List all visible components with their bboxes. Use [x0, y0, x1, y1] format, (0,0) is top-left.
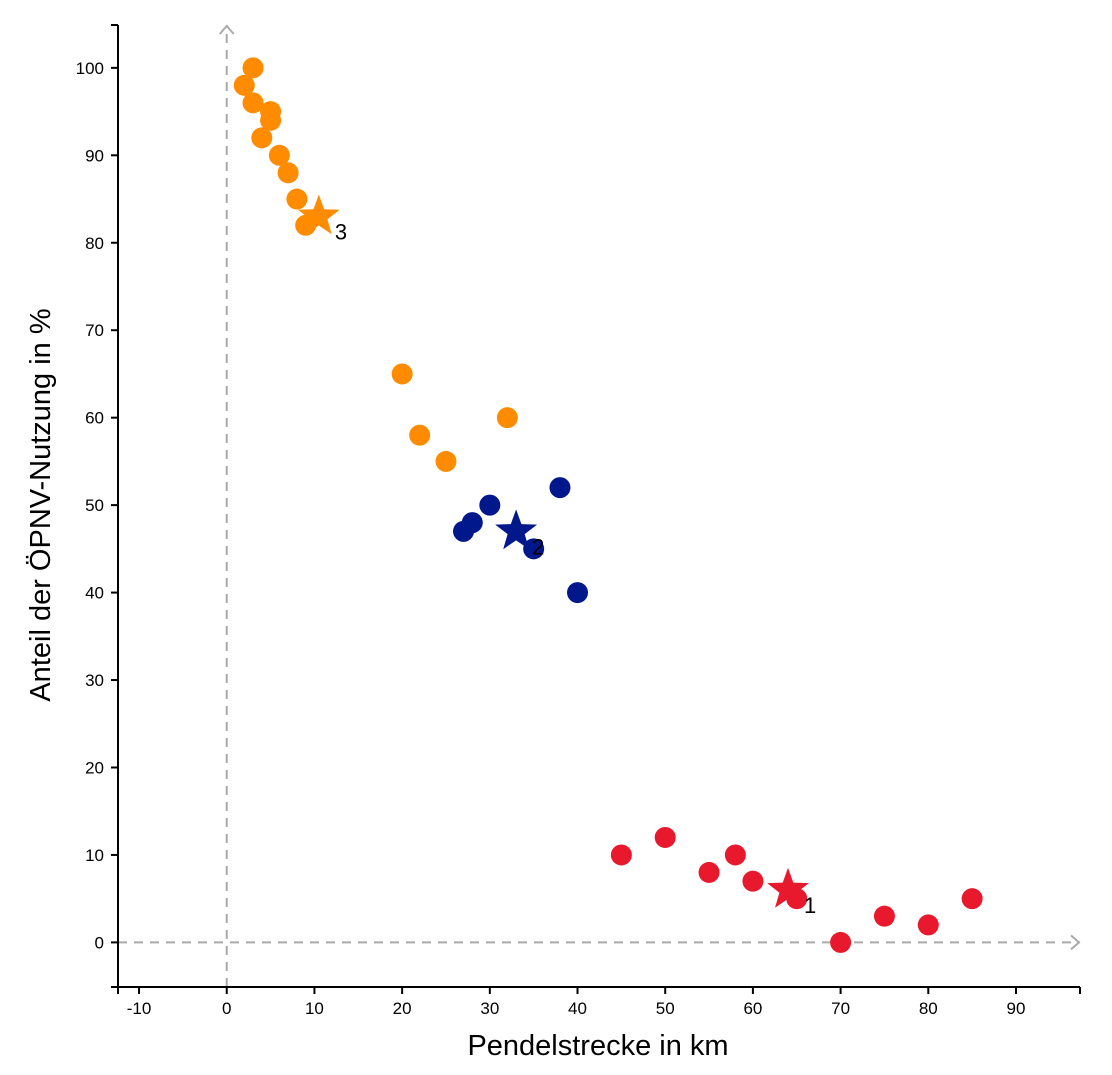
- centroid-label: 1: [804, 893, 816, 918]
- zero-lines: [118, 24, 1081, 987]
- x-tick-label: 70: [831, 999, 850, 1018]
- centroid-label: 2: [532, 534, 544, 559]
- centroid-label: 3: [335, 220, 347, 245]
- data-point: [873, 905, 895, 927]
- y-tick-label: 90: [85, 146, 104, 165]
- data-point: [391, 363, 413, 385]
- x-tick-label: 40: [568, 999, 587, 1018]
- data-point: [251, 127, 273, 149]
- data-point: [523, 538, 545, 560]
- centroid-star-icon: [767, 867, 809, 908]
- y-tick-label: 70: [85, 321, 104, 340]
- data-marks: 3 2 1: [233, 57, 983, 953]
- y-tick-label: 30: [85, 671, 104, 690]
- axes: 0 10 20 30 40 50 60 70 80 90 100 -10 0 10 20 30 40 50 60 70…: [76, 24, 1081, 1018]
- data-point: [242, 92, 264, 114]
- right-arrow-icon: [1070, 934, 1081, 951]
- x-tick-label: 0: [222, 999, 231, 1018]
- y-tick-label: 80: [85, 234, 104, 253]
- centroid-star-icon: [495, 509, 538, 550]
- y-tick-label: 50: [85, 496, 104, 515]
- data-point: [286, 188, 308, 210]
- y-tick-label: 20: [85, 758, 104, 777]
- x-tick-label: 80: [919, 999, 938, 1018]
- data-point: [610, 844, 632, 866]
- data-point: [654, 826, 676, 848]
- data-point: [567, 582, 589, 604]
- data-point: [461, 512, 483, 534]
- y-tick-label: 60: [85, 409, 104, 428]
- data-point: [698, 861, 720, 883]
- data-point: [961, 888, 983, 910]
- data-point: [409, 424, 431, 446]
- y-tick-label: 10: [85, 846, 104, 865]
- x-tick-label: 90: [1007, 999, 1026, 1018]
- data-point: [724, 844, 746, 866]
- data-point: [742, 870, 764, 892]
- y-tick-label: 0: [95, 933, 104, 952]
- x-tick-label: 10: [305, 999, 324, 1018]
- x-axis-title: Pendelstrecke in km: [467, 1030, 728, 1062]
- data-point: [435, 450, 457, 472]
- data-point: [233, 74, 255, 96]
- data-point: [549, 477, 571, 499]
- data-point: [917, 914, 939, 936]
- data-point: [496, 407, 518, 429]
- data-point: [268, 144, 290, 166]
- x-tick-label: 30: [480, 999, 499, 1018]
- y-tick-label: 40: [85, 584, 104, 603]
- up-arrow-icon: [218, 24, 235, 35]
- data-point: [479, 494, 501, 516]
- data-point: [260, 109, 282, 131]
- x-tick-label: 20: [393, 999, 412, 1018]
- data-point: [830, 931, 852, 953]
- x-tick-label: 60: [743, 999, 762, 1018]
- data-point: [277, 162, 299, 184]
- x-tick-label: 50: [656, 999, 675, 1018]
- centroid-star-icon: [297, 194, 340, 235]
- y-axis-title: Anteil der ÖPNV-Nutzung in %: [25, 308, 57, 701]
- x-tick-label: -10: [127, 999, 152, 1018]
- data-point: [242, 57, 264, 79]
- y-tick-label: 100: [76, 59, 104, 78]
